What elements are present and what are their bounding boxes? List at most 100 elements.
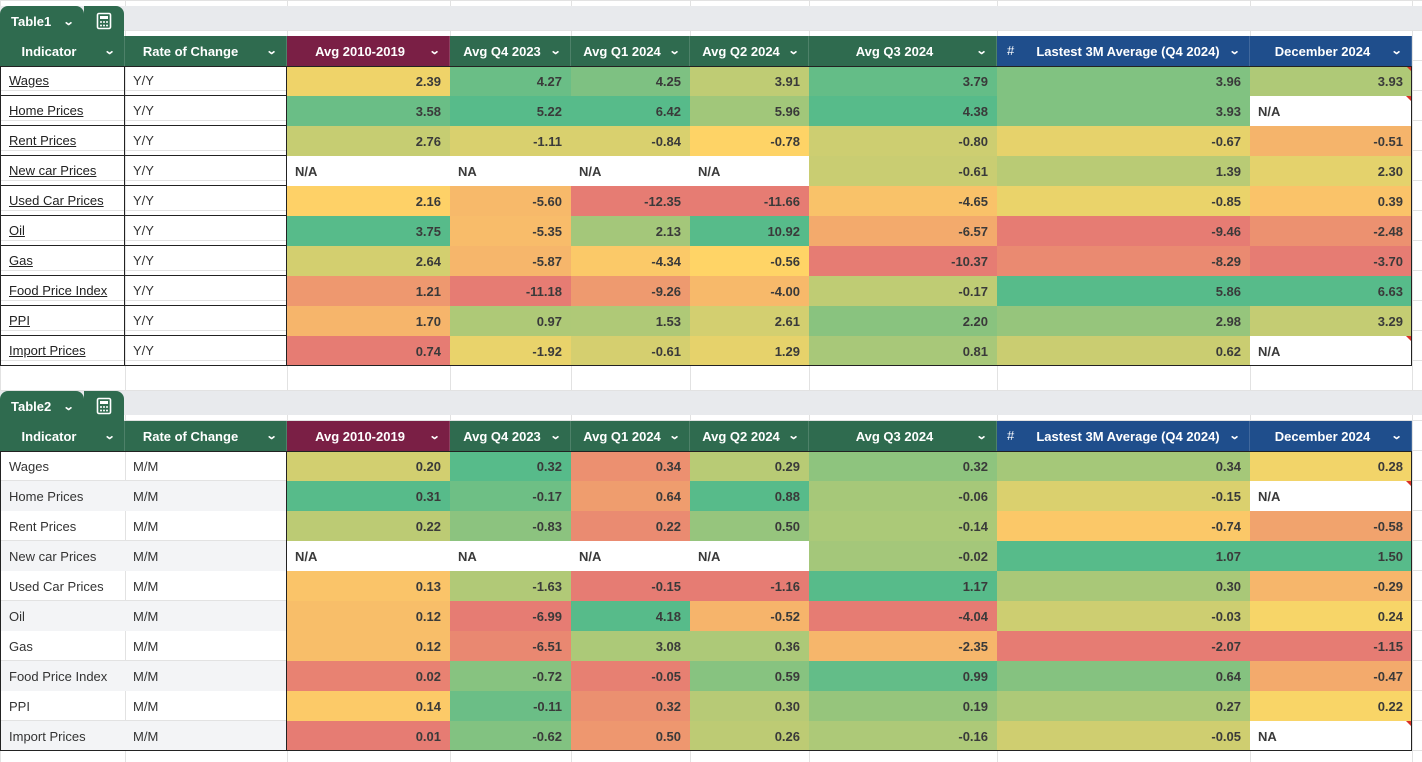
value-cell[interactable]: -5.35 [450, 216, 571, 246]
value-cell[interactable]: 0.50 [690, 511, 809, 541]
value-cell[interactable]: 3.91 [690, 66, 809, 96]
chevron-down-icon[interactable]: ⌄ [265, 45, 278, 57]
value-cell[interactable]: -0.62 [450, 721, 571, 751]
value-cell[interactable]: 1.50 [1250, 541, 1412, 571]
value-cell[interactable]: 2.98 [997, 306, 1250, 336]
value-cell[interactable]: 6.42 [571, 96, 690, 126]
rate-of-change-cell[interactable]: Y/Y [125, 96, 287, 126]
rate-of-change-cell[interactable]: M/M [125, 661, 287, 691]
value-cell-missing[interactable]: N/A [287, 541, 450, 571]
indicator-cell[interactable]: PPI [0, 306, 125, 336]
value-cell[interactable]: -4.00 [690, 276, 809, 306]
indicator-cell[interactable]: Rent Prices [0, 511, 125, 541]
value-cell[interactable]: -0.17 [809, 276, 997, 306]
value-cell[interactable]: -0.80 [809, 126, 997, 156]
value-cell[interactable]: 0.31 [287, 481, 450, 511]
indicator-cell[interactable]: Wages [0, 66, 125, 96]
indicator-cell[interactable]: Import Prices [0, 336, 125, 366]
indicator-cell[interactable]: Oil [0, 216, 125, 246]
column-header[interactable]: # Lastest 3M Average (Q4 2024) ⌄ [997, 36, 1250, 66]
value-cell[interactable]: 0.19 [809, 691, 997, 721]
value-cell[interactable]: 1.39 [997, 156, 1250, 186]
value-cell[interactable]: -4.04 [809, 601, 997, 631]
value-cell[interactable]: 4.38 [809, 96, 997, 126]
value-cell[interactable]: -0.47 [1250, 661, 1412, 691]
value-cell[interactable]: -0.06 [809, 481, 997, 511]
value-cell[interactable]: -10.37 [809, 246, 997, 276]
value-cell[interactable]: 3.96 [997, 66, 1250, 96]
value-cell[interactable]: 0.32 [571, 691, 690, 721]
value-cell[interactable]: -2.48 [1250, 216, 1412, 246]
indicator-cell[interactable]: New car Prices [0, 541, 125, 571]
table-name-tab[interactable]: Table1 ⌄ [0, 6, 84, 36]
table-name-tab[interactable]: Table2 ⌄ [0, 391, 84, 421]
column-header[interactable]: Avg Q1 2024 ⌄ [571, 36, 690, 66]
value-cell[interactable]: -1.92 [450, 336, 571, 366]
column-header[interactable]: Avg Q2 2024 ⌄ [690, 36, 809, 66]
value-cell[interactable]: 0.29 [690, 451, 809, 481]
rate-of-change-cell[interactable]: M/M [125, 631, 287, 661]
value-cell[interactable]: -0.56 [690, 246, 809, 276]
column-header[interactable]: # Lastest 3M Average (Q4 2024) ⌄ [997, 421, 1250, 451]
rate-of-change-cell[interactable]: M/M [125, 691, 287, 721]
value-cell[interactable]: -2.07 [997, 631, 1250, 661]
value-cell[interactable]: -11.66 [690, 186, 809, 216]
value-cell[interactable]: -0.84 [571, 126, 690, 156]
value-cell[interactable]: -0.74 [997, 511, 1250, 541]
chevron-down-icon[interactable]: ⌄ [265, 430, 278, 442]
rate-of-change-cell[interactable]: Y/Y [125, 66, 287, 96]
rate-of-change-cell[interactable]: M/M [125, 451, 287, 481]
value-cell[interactable]: 2.76 [287, 126, 450, 156]
value-cell-missing[interactable]: N/A [690, 156, 809, 186]
chevron-down-icon[interactable]: ⌄ [1390, 430, 1403, 442]
chevron-down-icon[interactable]: ⌄ [103, 430, 116, 442]
column-header[interactable]: Avg Q3 2024 ⌄ [809, 36, 997, 66]
value-cell[interactable]: 2.30 [1250, 156, 1412, 186]
indicator-cell[interactable]: Import Prices [0, 721, 125, 751]
chevron-down-icon[interactable]: ⌄ [668, 430, 681, 442]
indicator-cell[interactable]: Food Price Index [0, 661, 125, 691]
value-cell[interactable]: 3.93 [1250, 66, 1412, 96]
value-cell[interactable]: 0.32 [809, 451, 997, 481]
value-cell[interactable]: -0.15 [997, 481, 1250, 511]
rate-of-change-cell[interactable]: Y/Y [125, 216, 287, 246]
value-cell-missing[interactable]: N/A [1250, 336, 1412, 366]
rate-of-change-cell[interactable]: M/M [125, 721, 287, 751]
table-calculator-icon[interactable] [84, 6, 124, 36]
chevron-down-icon[interactable]: ⌄ [549, 430, 562, 442]
value-cell[interactable]: -11.18 [450, 276, 571, 306]
column-header[interactable]: Avg Q1 2024 ⌄ [571, 421, 690, 451]
column-header[interactable]: Rate of Change ⌄ [125, 36, 287, 66]
value-cell[interactable]: 0.27 [997, 691, 1250, 721]
indicator-cell[interactable]: Home Prices [0, 481, 125, 511]
value-cell[interactable]: -0.67 [997, 126, 1250, 156]
value-cell[interactable]: -0.14 [809, 511, 997, 541]
value-cell[interactable]: -1.11 [450, 126, 571, 156]
value-cell[interactable]: 0.88 [690, 481, 809, 511]
value-cell[interactable]: 1.17 [809, 571, 997, 601]
value-cell-missing[interactable]: N/A [690, 541, 809, 571]
value-cell[interactable]: -0.51 [1250, 126, 1412, 156]
chevron-down-icon[interactable]: ⌄ [975, 45, 988, 57]
value-cell[interactable]: 1.07 [997, 541, 1250, 571]
value-cell[interactable]: 5.22 [450, 96, 571, 126]
rate-of-change-cell[interactable]: Y/Y [125, 276, 287, 306]
value-cell[interactable]: -6.99 [450, 601, 571, 631]
value-cell[interactable]: -3.70 [1250, 246, 1412, 276]
value-cell[interactable]: 5.86 [997, 276, 1250, 306]
value-cell[interactable]: 0.20 [287, 451, 450, 481]
rate-of-change-cell[interactable]: Y/Y [125, 156, 287, 186]
chevron-down-icon[interactable]: ⌄ [428, 45, 441, 57]
value-cell[interactable]: 1.70 [287, 306, 450, 336]
value-cell[interactable]: 0.12 [287, 601, 450, 631]
value-cell[interactable]: -6.51 [450, 631, 571, 661]
value-cell-missing[interactable]: N/A [571, 541, 690, 571]
value-cell[interactable]: -1.15 [1250, 631, 1412, 661]
chevron-down-icon[interactable]: ⌄ [1228, 430, 1241, 442]
column-header[interactable]: Indicator ⌄ [0, 36, 125, 66]
indicator-cell[interactable]: Gas [0, 631, 125, 661]
value-cell[interactable]: 0.24 [1250, 601, 1412, 631]
column-header[interactable]: Avg Q2 2024 ⌄ [690, 421, 809, 451]
value-cell[interactable]: 1.21 [287, 276, 450, 306]
value-cell[interactable]: -0.29 [1250, 571, 1412, 601]
